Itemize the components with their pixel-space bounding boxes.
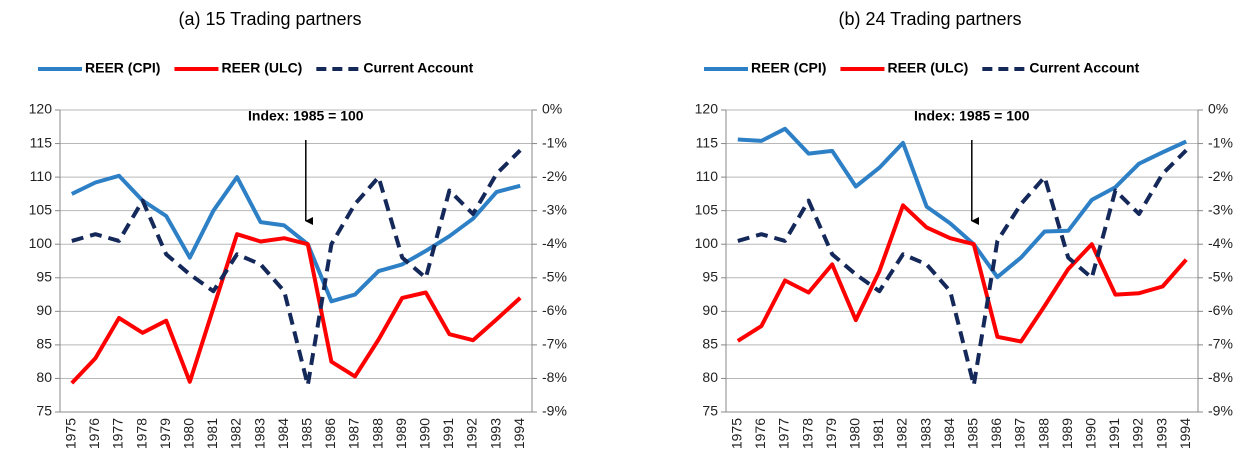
y2-tick-label: -5% [542, 268, 567, 284]
annotation: Index: 1985 = 100 [248, 108, 364, 124]
legend-label: Current Account [363, 60, 473, 76]
y-tick-label: 105 [695, 201, 719, 217]
chart-title: (a) 15 Trading partners [178, 9, 361, 29]
x-tick-label: 1982 [228, 418, 244, 449]
series-line [736, 203, 1188, 344]
y2-tick-label: -7% [542, 336, 567, 352]
x-tick-label: 1983 [917, 418, 933, 449]
x-tick-label: 1978 [133, 418, 149, 449]
x-tick-label: 1992 [1130, 418, 1146, 449]
x-tick-label: 1977 [776, 418, 792, 449]
chart-title: (b) 24 Trading partners [838, 9, 1021, 29]
legend-label: REER (ULC) [221, 60, 302, 76]
x-tick-label: 1989 [1059, 418, 1075, 449]
y2-tick-label: -9% [1208, 403, 1233, 419]
y2-tick-label: -2% [542, 168, 567, 184]
y-tick-label: 80 [36, 369, 52, 385]
y-tick-label: 100 [695, 235, 719, 251]
x-tick-label: 1979 [157, 418, 173, 449]
y-tick-label: 110 [696, 168, 719, 184]
y-tick-label: 75 [36, 403, 52, 419]
y-tick-label: 90 [702, 302, 718, 318]
y-tick-label: 105 [29, 201, 53, 217]
series-line [737, 126, 1188, 280]
x-tick-label: 1988 [1035, 418, 1051, 449]
y-tick-label: 75 [702, 403, 718, 419]
y2-tick-label: -6% [1208, 302, 1233, 318]
y-tick-label: 120 [695, 101, 719, 117]
y2-tick-label: -5% [1208, 268, 1233, 284]
y2-tick-label: 0% [1208, 101, 1228, 117]
series-line [70, 173, 521, 304]
y-tick-label: 85 [36, 336, 52, 352]
x-tick-label: 1989 [393, 418, 409, 449]
x-tick-label: 1980 [847, 418, 863, 449]
x-tick-label: 1986 [988, 418, 1004, 449]
x-tick-label: 1984 [941, 418, 957, 449]
x-tick-label: 1978 [799, 418, 815, 449]
x-tick-label: 1981 [204, 418, 220, 449]
y2-tick-label: -3% [1208, 201, 1233, 217]
legend-label: REER (CPI) [751, 60, 826, 76]
x-tick-label: 1977 [110, 418, 126, 449]
y-tick-label: 85 [702, 336, 718, 352]
y-tick-label: 115 [30, 134, 53, 150]
y-tick-label: 80 [702, 369, 718, 385]
y-tick-label: 110 [30, 168, 53, 184]
y-tick-label: 120 [29, 101, 53, 117]
y2-tick-label: -1% [1208, 134, 1233, 150]
y2-tick-label: -8% [1208, 369, 1233, 385]
x-tick-label: 1988 [369, 418, 385, 449]
x-tick-label: 1975 [729, 418, 745, 449]
x-tick-label: 1985 [299, 418, 315, 449]
x-tick-label: 1980 [181, 418, 197, 449]
series-line [70, 232, 522, 385]
y2-tick-label: -1% [542, 134, 567, 150]
series-line [71, 148, 522, 388]
y-tick-label: 90 [36, 302, 52, 318]
x-tick-label: 1985 [965, 418, 981, 449]
annotation: Index: 1985 = 100 [914, 108, 1030, 124]
x-tick-label: 1975 [63, 418, 79, 449]
y2-tick-label: -7% [1208, 336, 1233, 352]
legend-label: REER (ULC) [887, 60, 968, 76]
x-tick-label: 1982 [894, 418, 910, 449]
x-tick-label: 1991 [440, 418, 456, 449]
x-tick-label: 1990 [1083, 418, 1099, 449]
y-tick-label: 100 [29, 235, 53, 251]
x-tick-label: 1994 [511, 418, 527, 449]
y2-tick-label: -9% [542, 403, 567, 419]
y2-tick-label: -3% [542, 201, 567, 217]
x-tick-label: 1993 [1153, 418, 1169, 449]
x-tick-label: 1976 [86, 418, 102, 449]
y-tick-label: 95 [36, 268, 52, 284]
x-tick-label: 1986 [322, 418, 338, 449]
y2-tick-label: -4% [1208, 235, 1233, 251]
y2-tick-label: 0% [542, 101, 562, 117]
x-tick-label: 1984 [275, 418, 291, 449]
x-tick-label: 1990 [417, 418, 433, 449]
x-tick-label: 1987 [346, 418, 362, 449]
y2-tick-label: -4% [542, 235, 567, 251]
x-tick-label: 1991 [1106, 418, 1122, 449]
legend-label: REER (CPI) [85, 60, 160, 76]
legend-label: Current Account [1029, 60, 1139, 76]
x-tick-label: 1992 [464, 418, 480, 449]
y2-tick-label: -6% [542, 302, 567, 318]
y-tick-label: 115 [696, 134, 719, 150]
y-tick-label: 95 [702, 268, 718, 284]
x-tick-label: 1981 [870, 418, 886, 449]
x-tick-label: 1979 [823, 418, 839, 449]
series-line [737, 148, 1188, 388]
x-tick-label: 1994 [1177, 418, 1193, 449]
y2-tick-label: -8% [542, 369, 567, 385]
x-tick-label: 1976 [752, 418, 768, 449]
x-tick-label: 1987 [1012, 418, 1028, 449]
x-tick-label: 1993 [487, 418, 503, 449]
y2-tick-label: -2% [1208, 168, 1233, 184]
x-tick-label: 1983 [251, 418, 267, 449]
